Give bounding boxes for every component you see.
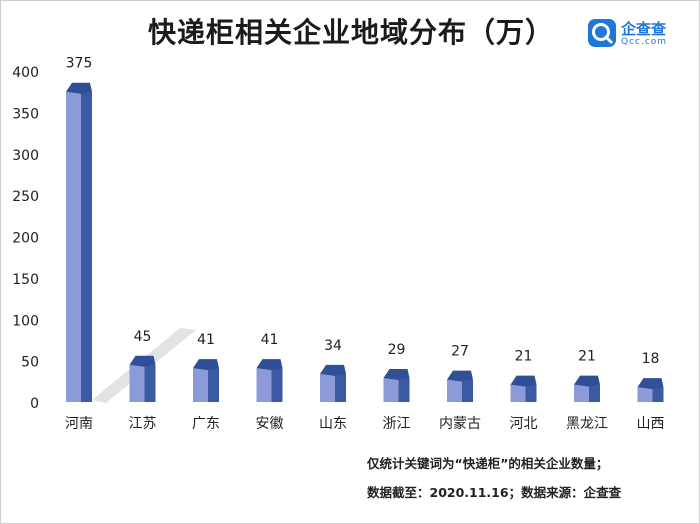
bar-side-3 — [208, 368, 219, 402]
footnote-source: 数据截至：2020.11.16；数据来源：企查查 — [367, 485, 622, 500]
category-label-2: 江苏 — [129, 416, 157, 432]
data-label-7: 27 — [451, 344, 469, 360]
category-label-8: 河北 — [510, 416, 538, 432]
bar-side-10 — [652, 387, 664, 402]
data-label-1: 375 — [66, 56, 93, 72]
chart-title: 快递柜相关企业地域分布（万） — [147, 16, 554, 49]
bar-side-2 — [144, 364, 156, 402]
bar-top-3 — [193, 359, 219, 371]
y-axis-ticks: 0 50 100 150 200 250 300 350 400 — [12, 65, 39, 412]
bar-top-7 — [447, 370, 473, 382]
data-label-8: 21 — [515, 349, 533, 365]
bar-7 — [447, 370, 473, 402]
bar-top-1 — [66, 82, 92, 94]
bar-front-6 — [383, 378, 399, 402]
bar-top-8 — [510, 375, 537, 387]
x-axis-labels: 河南 江苏 广东 安徽 山东 浙江 内蒙古 河北 黑龙江 山西 — [65, 416, 665, 432]
y-tick-label-0: 0 — [30, 396, 39, 412]
category-label-1: 河南 — [65, 416, 93, 432]
y-tick-label-2: 100 — [12, 313, 39, 329]
category-label-9: 黑龙江 — [566, 416, 608, 432]
bar-front-2 — [129, 364, 145, 402]
bar-top-4 — [256, 359, 283, 371]
category-label-6: 浙江 — [383, 416, 411, 432]
bar-front-1 — [66, 91, 81, 402]
category-label-3: 广东 — [192, 416, 220, 432]
bar-top-10 — [637, 378, 664, 390]
bar-side-9 — [589, 384, 600, 402]
bar-6 — [383, 369, 410, 402]
data-label-9: 21 — [578, 349, 596, 365]
y-tick-label-7: 350 — [12, 106, 39, 122]
data-label-4: 41 — [261, 332, 279, 348]
data-label-5: 34 — [324, 338, 342, 354]
bar-4 — [256, 359, 283, 402]
bar-8 — [510, 375, 537, 402]
bar-front-7 — [447, 379, 462, 402]
bars — [66, 82, 664, 403]
bar-9 — [574, 375, 600, 402]
bar-side-7 — [462, 379, 473, 402]
y-tick-label-3: 150 — [12, 272, 39, 288]
bar-10 — [637, 378, 664, 402]
y-tick-label-1: 50 — [21, 355, 39, 371]
qcc-logo-icon — [588, 19, 616, 47]
bar-5 — [320, 364, 346, 402]
y-tick-label-8: 400 — [12, 65, 39, 81]
y-tick-label-6: 300 — [12, 148, 39, 164]
bar-side-6 — [398, 378, 410, 402]
category-label-10: 山西 — [637, 416, 665, 432]
bar-top-2 — [129, 355, 156, 367]
bar-front-8 — [510, 384, 526, 402]
data-label-3: 41 — [197, 332, 215, 348]
qcc-logo: 企查查 Qcc.com — [587, 18, 697, 52]
bar-1 — [66, 82, 196, 403]
bar-top-5 — [320, 364, 346, 376]
bar-side-1 — [81, 91, 92, 402]
data-label-6: 29 — [388, 342, 406, 358]
data-label-2: 45 — [134, 329, 152, 345]
bar-2 — [129, 355, 156, 402]
bar-front-9 — [574, 384, 589, 402]
bar-side-4 — [271, 368, 283, 402]
category-label-5: 山东 — [319, 416, 347, 432]
y-tick-label-5: 250 — [12, 189, 39, 205]
logo-name-en: Qcc.com — [621, 37, 668, 47]
bar-3 — [193, 359, 219, 402]
bar-top-6 — [383, 369, 410, 381]
bar-front-10 — [637, 387, 653, 402]
category-label-7: 内蒙古 — [439, 416, 481, 432]
bar-front-3 — [193, 368, 208, 402]
bar-side-5 — [335, 373, 346, 402]
bar-front-5 — [320, 373, 335, 402]
bar-front-4 — [256, 368, 272, 402]
category-label-4: 安徽 — [256, 416, 284, 432]
data-label-10: 18 — [642, 351, 660, 367]
y-tick-label-4: 200 — [12, 231, 39, 247]
logo-name-cn: 企查查 — [621, 20, 667, 38]
footnote-scope: 仅统计关键词为“快递柜”的相关企业数量； — [367, 456, 609, 471]
data-labels: 375 45 41 41 34 29 27 21 21 18 — [66, 56, 660, 367]
bar-side-8 — [525, 384, 537, 402]
bar-top-9 — [574, 375, 600, 387]
